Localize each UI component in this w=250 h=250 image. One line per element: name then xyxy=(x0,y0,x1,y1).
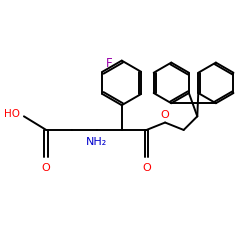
Text: HO: HO xyxy=(4,109,20,119)
Text: F: F xyxy=(106,57,112,70)
Text: O: O xyxy=(142,163,151,173)
Text: O: O xyxy=(161,110,170,120)
Text: O: O xyxy=(42,163,50,173)
Text: NH₂: NH₂ xyxy=(86,137,108,147)
